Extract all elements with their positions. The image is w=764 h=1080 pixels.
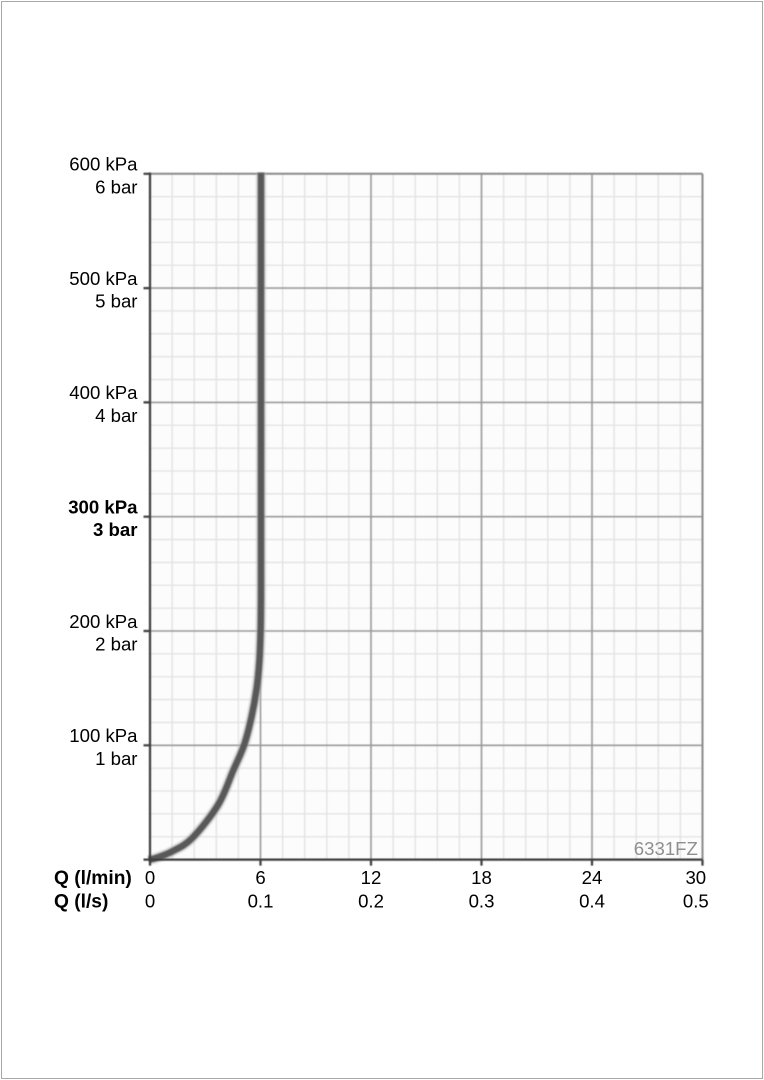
svg-text:200 kPa: 200 kPa: [69, 611, 138, 632]
svg-text:18: 18: [471, 867, 492, 888]
svg-text:Q (l/s): Q (l/s): [54, 891, 108, 912]
svg-text:4 bar: 4 bar: [95, 405, 137, 426]
svg-text:0.4: 0.4: [579, 890, 605, 911]
svg-text:300 kPa: 300 kPa: [68, 497, 138, 518]
svg-text:0.2: 0.2: [358, 890, 384, 911]
svg-text:30: 30: [685, 867, 706, 888]
svg-text:100 kPa: 100 kPa: [69, 725, 138, 746]
svg-text:6331FZ: 6331FZ: [634, 838, 698, 859]
svg-text:0: 0: [145, 867, 155, 888]
svg-text:600 kPa: 600 kPa: [69, 154, 138, 175]
svg-text:0: 0: [145, 890, 155, 911]
svg-text:500 kPa: 500 kPa: [69, 268, 138, 289]
svg-text:24: 24: [582, 867, 603, 888]
svg-text:0.5: 0.5: [683, 890, 709, 911]
svg-text:Q (l/min): Q (l/min): [54, 868, 132, 889]
svg-text:5 bar: 5 bar: [95, 291, 137, 312]
svg-text:6 bar: 6 bar: [95, 176, 137, 197]
svg-text:6: 6: [255, 867, 265, 888]
svg-text:0.3: 0.3: [469, 890, 495, 911]
svg-text:2 bar: 2 bar: [95, 634, 137, 655]
svg-text:3 bar: 3 bar: [93, 519, 137, 540]
svg-text:12: 12: [361, 867, 382, 888]
svg-text:1 bar: 1 bar: [95, 748, 137, 769]
svg-text:400 kPa: 400 kPa: [69, 382, 138, 403]
svg-text:0.1: 0.1: [248, 890, 274, 911]
